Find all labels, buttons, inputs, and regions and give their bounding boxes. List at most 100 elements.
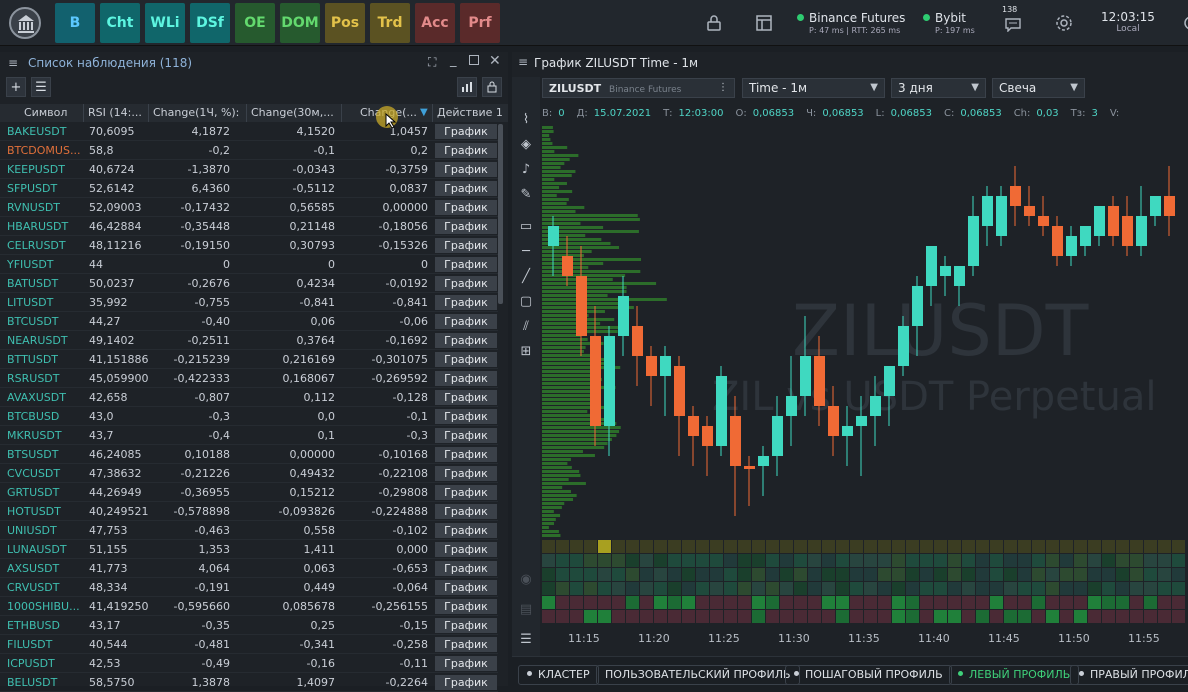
- chart-style-select[interactable]: Свеча ▼: [992, 78, 1085, 98]
- menu-icon[interactable]: ≡: [518, 55, 529, 69]
- list-icon[interactable]: ☰: [520, 631, 532, 647]
- notifications-icon[interactable]: 138: [1002, 5, 1024, 35]
- table-row[interactable]: BATUSDT 50,0237 -0,2676 0,4234 -0,0192 График: [0, 274, 498, 293]
- table-row[interactable]: AVAXUSDT 42,658 -0,807 0,112 -0,128 График: [0, 388, 498, 407]
- open-chart-button[interactable]: График: [435, 257, 497, 272]
- rectangle-icon[interactable]: ▢: [519, 293, 533, 309]
- table-row[interactable]: CELRUSDT 48,11216 -0,19150 0,30793 -0,15326 Г…: [0, 236, 498, 255]
- indicators-icon[interactable]: ⌇: [522, 111, 530, 127]
- trend-line-icon[interactable]: ╱: [522, 268, 530, 284]
- table-row[interactable]: RVNUSDT 52,09003 -0,17432 0,56585 0,00000 Гра…: [0, 198, 498, 217]
- open-chart-button[interactable]: График: [435, 599, 497, 614]
- profile-tab[interactable]: ПОШАГОВЫЙ ПРОФИЛЬ: [785, 665, 952, 685]
- filter-icon[interactable]: ▼: [420, 107, 428, 118]
- module-button-oe[interactable]: OE: [235, 3, 275, 43]
- table-row[interactable]: AXSUSDT 41,773 4,064 0,063 -0,653 График: [0, 559, 498, 578]
- module-button-pos[interactable]: Pos: [325, 3, 365, 43]
- chart-icon[interactable]: [457, 77, 477, 97]
- open-chart-button[interactable]: График: [435, 618, 497, 633]
- table-row[interactable]: BTCUSDT 44,27 -0,40 0,06 -0,06 График: [0, 312, 498, 331]
- table-row[interactable]: BELUSDT 58,5750 1,3878 1,4097 -0,2264 График: [0, 673, 498, 692]
- layout-icon[interactable]: [753, 12, 775, 34]
- open-chart-button[interactable]: График: [435, 390, 497, 405]
- profile-tab[interactable]: ЛЕВЫЙ ПРОФИЛЬ: [949, 665, 1080, 685]
- open-chart-button[interactable]: График: [435, 162, 497, 177]
- open-chart-button[interactable]: График: [435, 523, 497, 538]
- text-icon[interactable]: ⊞: [520, 343, 532, 359]
- table-row[interactable]: SFPUSDT 52,6142 6,4360 -0,5112 0,0837 График: [0, 179, 498, 198]
- table-row[interactable]: 1000SHIBU... 41,419250 -0,595660 0,085678 -0…: [0, 597, 498, 616]
- table-row[interactable]: LITUSDT 35,992 -0,755 -0,841 -0,841 График: [0, 293, 498, 312]
- open-chart-button[interactable]: График: [435, 409, 497, 424]
- open-chart-button[interactable]: График: [435, 238, 497, 253]
- timeframe-select[interactable]: Time - 1м ▼: [742, 78, 885, 98]
- module-button-acc[interactable]: Acc: [415, 3, 455, 43]
- table-row[interactable]: CRVUSDT 48,334 -0,191 0,449 -0,064 График: [0, 578, 498, 597]
- profile-tab[interactable]: ПРАВЫЙ ПРОФИЛЬ: [1070, 665, 1188, 685]
- table-row[interactable]: FILUSDT 40,544 -0,481 -0,341 -0,258 График: [0, 635, 498, 654]
- open-chart-button[interactable]: График: [435, 352, 497, 367]
- table-row[interactable]: ETHBUSD 43,17 -0,35 0,25 -0,15 График: [0, 616, 498, 635]
- add-button[interactable]: +: [6, 77, 26, 97]
- module-button-dsf[interactable]: DSf: [190, 3, 230, 43]
- fibonacci-icon[interactable]: ⫽: [523, 318, 529, 334]
- module-button-prf[interactable]: Prf: [460, 3, 500, 43]
- open-chart-button[interactable]: График: [435, 371, 497, 386]
- exit-icon[interactable]: [1176, 12, 1188, 34]
- table-row[interactable]: HBARUSDT 46,42884 -0,35448 0,21148 -0,18056 Г…: [0, 217, 498, 236]
- open-chart-button[interactable]: График: [435, 314, 497, 329]
- open-chart-button[interactable]: График: [435, 580, 497, 595]
- open-chart-button[interactable]: График: [435, 428, 497, 443]
- table-row[interactable]: BAKEUSDT 70,6095 4,1872 4,1520 1,0457 График: [0, 122, 498, 141]
- col-action[interactable]: Действие 1: [437, 106, 503, 119]
- magic-icon[interactable]: ✎: [520, 186, 532, 202]
- table-row[interactable]: KEEPUSDT 40,6724 -1,3870 -0,0343 -0,3759 Граф…: [0, 160, 498, 179]
- profile-tab[interactable]: КЛАСТЕР: [518, 665, 599, 685]
- open-chart-button[interactable]: График: [435, 333, 497, 348]
- table-row[interactable]: BTSUSDT 46,24085 0,10188 0,00000 -0,10168 Гра…: [0, 445, 498, 464]
- app-logo[interactable]: [9, 7, 41, 39]
- open-chart-button[interactable]: График: [435, 637, 497, 652]
- open-chart-button[interactable]: График: [435, 295, 497, 310]
- module-button-cht[interactable]: Cht: [100, 3, 140, 43]
- table-row[interactable]: LUNAUSDT 51,155 1,353 1,411 0,000 График: [0, 540, 498, 559]
- module-button-b[interactable]: B: [55, 3, 95, 43]
- table-row[interactable]: UNIUSDT 47,753 -0,463 0,558 -0,102 График: [0, 521, 498, 540]
- menu-icon[interactable]: ≡: [8, 56, 19, 70]
- col-rsi[interactable]: RSI (14:...: [84, 104, 149, 122]
- connection-binance[interactable]: Binance Futures P: 47 ms | RTT: 265 ms: [797, 11, 905, 35]
- fullscreen-icon[interactable]: ⛶: [428, 55, 437, 69]
- open-chart-button[interactable]: График: [435, 504, 497, 519]
- open-chart-button[interactable]: График: [435, 447, 497, 462]
- table-row[interactable]: RSRUSDT 45,059900 -0,422333 0,168067 -0,2695…: [0, 369, 498, 388]
- layers-icon[interactable]: ◈: [521, 136, 531, 152]
- scrollbar[interactable]: [498, 124, 503, 304]
- table-row[interactable]: HOTUSDT 40,249521 -0,578898 -0,093826 -0,224…: [0, 502, 498, 521]
- open-chart-button[interactable]: График: [435, 466, 497, 481]
- open-chart-button[interactable]: График: [435, 219, 497, 234]
- symbol-selector[interactable]: ZILUSDT Binance Futures ⋮: [542, 78, 735, 98]
- candlestick-chart[interactable]: [542, 126, 1188, 542]
- module-button-trd[interactable]: Trd: [370, 3, 410, 43]
- open-chart-button[interactable]: График: [435, 561, 497, 576]
- range-select[interactable]: 3 дня ▼: [891, 78, 986, 98]
- col-change-1h[interactable]: Change(1Ч, %):: [149, 104, 247, 122]
- col-change-30m[interactable]: Change(30м,...: [247, 104, 342, 122]
- minimize-icon[interactable]: _: [450, 53, 457, 68]
- open-chart-button[interactable]: График: [435, 143, 497, 158]
- trash-icon[interactable]: ▤: [519, 601, 533, 617]
- open-chart-button[interactable]: График: [435, 542, 497, 557]
- alert-bell-icon[interactable]: ♪: [521, 161, 531, 177]
- profile-tab[interactable]: ПОЛЬЗОВАТЕЛЬСКИЙ ПРОФИЛЬ: [596, 665, 800, 685]
- table-row[interactable]: GRTUSDT 44,26949 -0,36955 0,15212 -0,29808 Гр…: [0, 483, 498, 502]
- module-button-dom[interactable]: DOM: [280, 3, 320, 43]
- close-icon[interactable]: ✕: [489, 53, 501, 69]
- connection-bybit[interactable]: Bybit P: 197 ms: [923, 11, 975, 35]
- open-chart-button[interactable]: График: [435, 181, 497, 196]
- table-row[interactable]: NEARUSDT 49,1402 -0,2511 0,3764 -0,1692 Графи…: [0, 331, 498, 350]
- eye-icon[interactable]: ◉: [520, 571, 532, 587]
- table-row[interactable]: CVCUSDT 47,38632 -0,21226 0,49432 -0,22108 Гр…: [0, 464, 498, 483]
- lock-icon[interactable]: [482, 77, 502, 97]
- col-symbol[interactable]: Символ: [0, 104, 84, 122]
- settings-gear-icon[interactable]: [1053, 12, 1075, 34]
